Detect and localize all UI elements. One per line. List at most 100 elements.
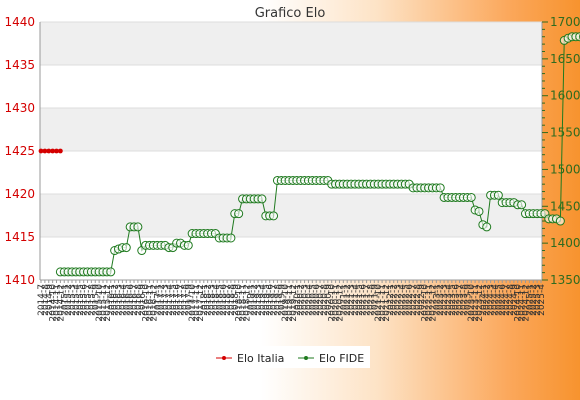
x-tick-label: 2019-9: [277, 284, 287, 316]
x-tick-label: 2021-6: [359, 284, 369, 316]
x-tick-label: 2024-12: [521, 284, 531, 322]
right-tick-label: 1700: [550, 15, 580, 29]
x-tick-label: 2016-10: [142, 284, 152, 322]
right-tick-label: 1550: [550, 126, 580, 140]
data-point: [54, 148, 59, 154]
x-tick-label: 2021-4: [351, 284, 361, 316]
x-tick-label: 2020-11: [332, 284, 342, 322]
x-tick-label: 2018-5: [215, 284, 225, 316]
x-tick-label: 2023-9: [463, 284, 473, 316]
x-tick-label: 2022-8: [413, 284, 423, 316]
x-tick-label: 2021-8: [366, 284, 376, 316]
x-tick-label: 2022-12: [428, 284, 438, 322]
chart-title: Grafico Elo: [255, 6, 326, 21]
data-point: [50, 148, 56, 154]
left-axis: 1410 1415 1420 1425 1430 1435 1440: [4, 15, 41, 287]
legend: Elo Italia Elo FIDE: [210, 346, 370, 368]
x-tick-label: 2024-3: [487, 284, 497, 316]
x-tick-label: 2016-11: [146, 284, 156, 322]
x-tick-label: 2017-6: [173, 284, 183, 316]
x-tick-label: 2021-1: [339, 284, 349, 316]
series-elo-fide: [55, 32, 580, 277]
data-point: [257, 194, 267, 204]
data-point: [38, 148, 44, 154]
x-tick-label: 2014-10: [49, 284, 59, 322]
x-tick-label: 2019-6: [266, 284, 276, 316]
x-tick-label: 2021-2: [343, 284, 353, 316]
x-tick-label: 2022-7: [409, 284, 419, 316]
x-tick-label: 2019-8: [273, 284, 283, 316]
data-point: [482, 222, 492, 232]
x-tick-label: 2015-1: [60, 284, 70, 316]
x-tick-label: 2023-5: [448, 284, 458, 316]
x-tick-label: 2018-10: [235, 284, 245, 322]
grid-bands: [40, 21, 542, 281]
x-tick-label: 2018-3: [208, 284, 218, 316]
x-tick-label: 2014-9: [45, 284, 55, 316]
left-tick-label: 1435: [4, 58, 35, 72]
data-point: [226, 233, 236, 243]
x-tick-label: 2017-12: [196, 284, 206, 322]
x-tick-label: 2024-10: [514, 284, 524, 322]
x-tick-label: 2020-1: [293, 284, 303, 316]
right-tick-label: 1400: [550, 236, 580, 250]
x-tick-label: 2015-6: [80, 284, 90, 316]
legend-label-elo-fide: Elo FIDE: [319, 352, 364, 365]
x-tick-label: 2020-9: [324, 284, 334, 316]
x-tick-label: 2024-5: [494, 284, 504, 316]
data-point: [42, 148, 48, 154]
x-tick-label: 2021-12: [382, 284, 392, 322]
data-point: [466, 192, 476, 202]
x-tick-label: 2019-7: [270, 284, 280, 316]
x-tick-label: 2025-1: [525, 284, 535, 316]
data-point: [517, 200, 527, 210]
legend-box: [210, 346, 370, 368]
x-tick-label: 2024-8: [506, 284, 516, 316]
x-tick-label: 2019-10: [281, 284, 291, 322]
data-point: [234, 209, 244, 219]
x-tick-label: 2021-7: [363, 284, 373, 316]
x-tick-label: 2015-11: [99, 284, 109, 322]
x-tick-label: 2023-4: [444, 284, 454, 316]
right-tick-label: 1600: [550, 89, 580, 103]
x-tick-label: 2016-4: [118, 284, 128, 316]
data-point: [57, 148, 63, 154]
data-point: [133, 222, 143, 232]
x-tick-label: 2021-10: [374, 284, 384, 322]
x-tick-label: 2018-2: [204, 284, 214, 316]
grid-band: [40, 22, 542, 65]
data-point: [46, 148, 52, 154]
x-tick-label: 2020-6: [312, 284, 322, 316]
x-tick-label: 2019-5: [262, 284, 272, 316]
x-tick-label: 2015-4: [72, 284, 82, 316]
right-tick-label: 1500: [550, 162, 580, 176]
right-tick-label: 1450: [550, 199, 580, 213]
x-tick-label: 2015-9: [91, 284, 101, 316]
x-tick-label: 2022-2: [390, 284, 400, 316]
left-tick-label: 1410: [4, 273, 35, 287]
x-tick-label: 2018-4: [211, 284, 221, 316]
x-tick-label: 2016-2: [111, 284, 121, 316]
x-tick-label: 2022-6: [405, 284, 415, 316]
x-tick-label: 2017-1: [153, 284, 163, 316]
x-tick-label: 2014-11: [53, 284, 63, 322]
legend-marker-elo-italia: [222, 356, 226, 360]
x-tick-label: 2020-12: [335, 284, 345, 322]
x-tick-label: 2022-9: [417, 284, 427, 316]
x-tick-label: 2016-3: [115, 284, 125, 316]
left-tick-label: 1430: [4, 101, 35, 115]
x-tick-label: 2020-8: [320, 284, 330, 316]
x-tick-label: 2024-11: [518, 284, 528, 322]
x-tick-label: 2024-7: [502, 284, 512, 316]
x-tick-label: 2019-4: [258, 284, 268, 316]
x-tick-label: 2016-12: [149, 284, 159, 322]
right-axis: 1350 1400 1450 1500 1550 1600 1650 1700: [541, 15, 580, 287]
x-tick-label: 2023-8: [459, 284, 469, 316]
left-tick-label: 1415: [4, 230, 35, 244]
x-tick-label: 2018-8: [227, 284, 237, 316]
x-tick-label: 2019-1: [246, 284, 256, 316]
x-tick-label: 2018-7: [223, 284, 233, 316]
x-tick-label: 2020-7: [316, 284, 326, 316]
x-tick-label: 2025-2: [529, 284, 539, 316]
